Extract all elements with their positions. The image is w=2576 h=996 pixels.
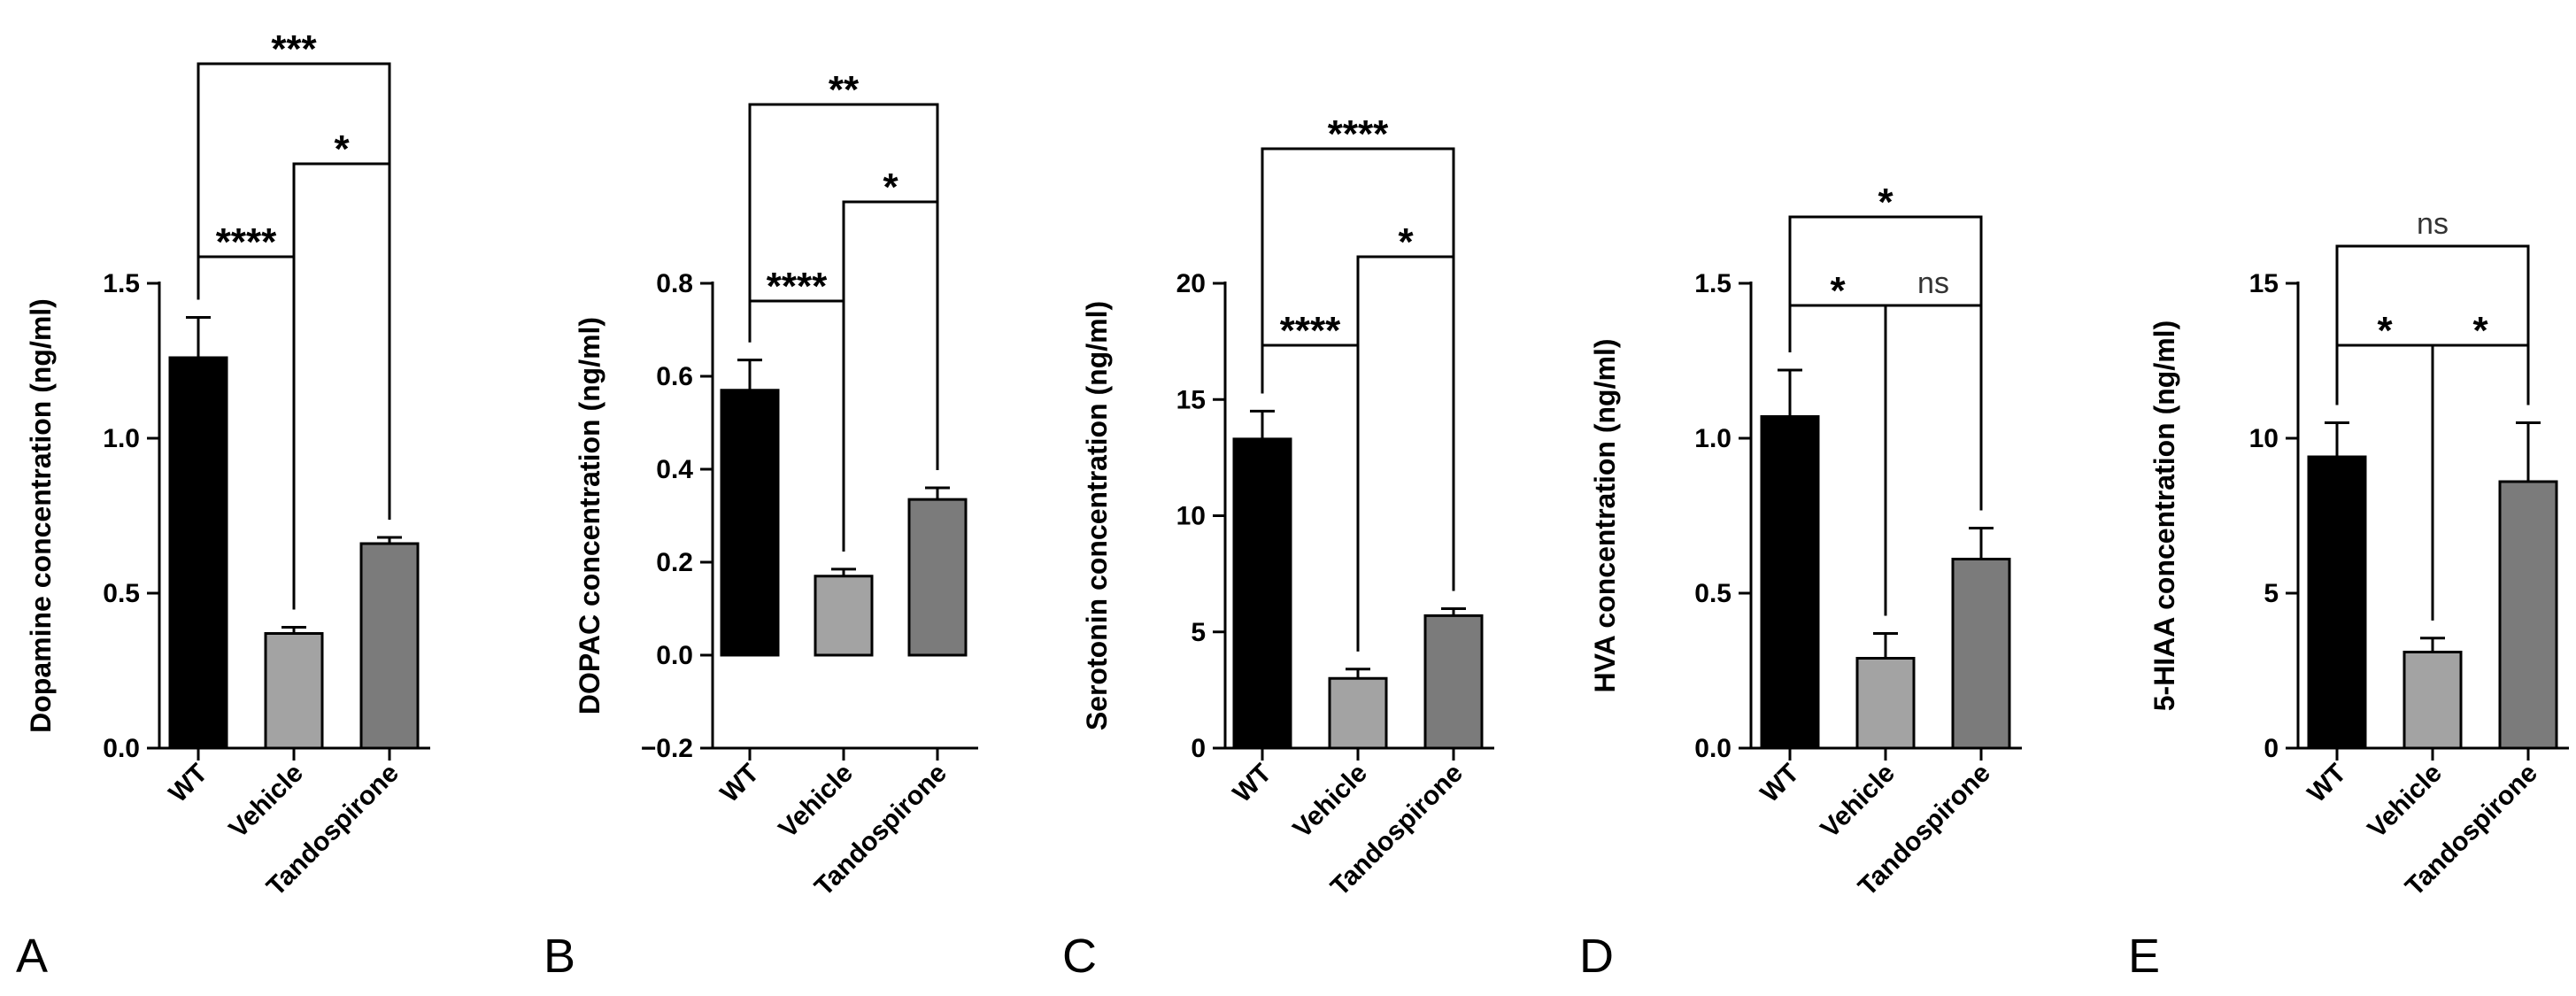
y-tick-label: 1.5 xyxy=(103,269,140,298)
y-tick-label: 15 xyxy=(2249,269,2279,298)
y-axis-title: Serotonin concentration (ng/ml) xyxy=(1081,301,1113,730)
panel-letter: C xyxy=(1062,930,1097,983)
panel-a: 0.00.51.01.5WT VehicleTandospironeDopamin… xyxy=(16,27,430,983)
y-tick-label: 0 xyxy=(1191,734,1206,763)
y-tick-label: 0.0 xyxy=(656,641,693,670)
y-tick-label: 0.2 xyxy=(656,548,693,577)
significance-label: ns xyxy=(1917,266,1949,300)
y-tick-label: 15 xyxy=(1176,385,1206,414)
significance-label: ns xyxy=(2417,207,2449,241)
y-tick-label: 1.0 xyxy=(1694,424,1731,453)
y-tick-label: 1.0 xyxy=(103,424,140,453)
y-tick-label: 5 xyxy=(2264,579,2279,608)
significance-label: * xyxy=(1398,220,1414,264)
y-tick-label: 0.0 xyxy=(1694,734,1731,763)
significance-label: * xyxy=(2377,309,2393,352)
y-tick-label: −0.2 xyxy=(641,734,693,763)
x-tick-label-wt: WT xyxy=(1228,759,1277,808)
significance-label: **** xyxy=(1280,309,1341,352)
y-tick-label: 20 xyxy=(1176,269,1206,298)
significance-bracket xyxy=(197,62,391,520)
significance-label: ** xyxy=(829,68,860,112)
panel-letter: E xyxy=(2128,930,2160,983)
significance-label: * xyxy=(1878,181,1893,224)
significance-bracket xyxy=(1261,147,1455,591)
x-tick-label-wt: WT xyxy=(715,759,765,808)
bar-tandospirone xyxy=(1951,558,2011,750)
bar-tandospirone xyxy=(2498,480,2558,750)
significance-bracket xyxy=(1788,215,1983,511)
bar-vehicle xyxy=(2402,651,2463,750)
bar-wt xyxy=(1760,415,1820,750)
panel-letter: A xyxy=(16,930,48,983)
y-axis-title: HVA concentration (ng/ml) xyxy=(1589,339,1621,693)
x-tick-label-vehicle: Vehicle xyxy=(2362,759,2447,844)
y-axis-title: DOPAC concentration (ng/ml) xyxy=(574,317,605,714)
significance-label: * xyxy=(2472,309,2488,352)
panel-b: −0.20.00.20.40.60.8WT VehicleTandospirone… xyxy=(544,68,978,983)
y-tick-label: 0.4 xyxy=(656,455,693,484)
bar-vehicle xyxy=(814,575,874,657)
x-tick-label-wt: WT xyxy=(1755,759,1805,808)
significance-label: * xyxy=(1830,269,1846,313)
bar-wt xyxy=(1232,437,1292,750)
y-axis-title: 5-HIAA concentration (ng/ml) xyxy=(2148,320,2180,711)
significance-bracket xyxy=(748,103,939,470)
y-tick-label: 10 xyxy=(1176,502,1206,531)
y-tick-label: 1.5 xyxy=(1694,269,1731,298)
y-tick-label: 0 xyxy=(2264,734,2279,763)
bar-wt xyxy=(2307,455,2367,750)
y-axis-title: Dopamine concentration (ng/ml) xyxy=(25,298,57,733)
bar-wt xyxy=(720,389,780,657)
panel-letter: D xyxy=(1579,930,1614,983)
x-tick-label-vehicle: Vehicle xyxy=(1815,759,1900,844)
significance-label: **** xyxy=(1328,112,1389,156)
y-tick-label: 0.5 xyxy=(1694,579,1731,608)
x-tick-label-vehicle: Vehicle xyxy=(223,759,308,844)
x-tick-label-vehicle: Vehicle xyxy=(1287,759,1372,844)
significance-label: * xyxy=(883,166,899,209)
y-tick-label: 0.0 xyxy=(103,734,140,763)
significance-label: * xyxy=(334,127,350,171)
y-tick-label: 0.6 xyxy=(656,362,693,391)
significance-bracket xyxy=(2335,244,2530,405)
bar-tandospirone xyxy=(359,542,420,750)
significance-label: *** xyxy=(271,27,317,71)
bar-vehicle xyxy=(264,632,324,750)
panel-letter: B xyxy=(544,930,575,983)
x-tick-label-vehicle: Vehicle xyxy=(773,759,858,844)
bar-tandospirone xyxy=(907,498,968,657)
significance-label: **** xyxy=(216,220,277,264)
y-tick-label: 10 xyxy=(2249,424,2279,453)
x-tick-label-wt: WT xyxy=(2302,759,2352,808)
y-tick-label: 5 xyxy=(1191,618,1206,647)
bar-tandospirone xyxy=(1423,614,1484,750)
significance-label: **** xyxy=(767,265,828,308)
y-tick-label: 0.8 xyxy=(656,269,693,298)
bar-vehicle xyxy=(1328,676,1388,750)
bar-wt xyxy=(168,356,228,750)
y-tick-label: 0.5 xyxy=(103,579,140,608)
significance-bracket xyxy=(1356,255,1455,652)
x-tick-label-wt: WT xyxy=(164,759,213,808)
bar-vehicle xyxy=(1855,657,1916,750)
